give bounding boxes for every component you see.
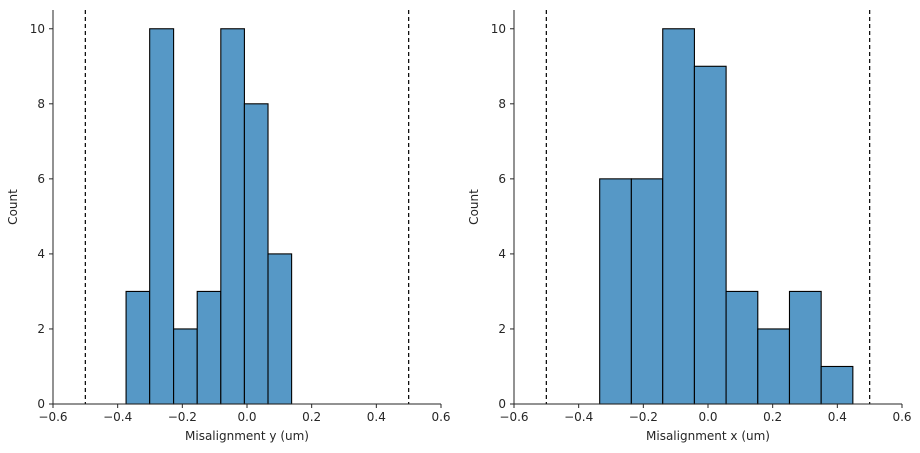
x-tick-label: 0.2 bbox=[302, 410, 321, 424]
x-tick-label: 0.2 bbox=[763, 410, 782, 424]
x-tick-label: 0.0 bbox=[237, 410, 256, 424]
x-tick-label: 0.4 bbox=[367, 410, 386, 424]
histogram-bar bbox=[599, 178, 632, 405]
x-axis-label: Misalignment y (um) bbox=[185, 429, 309, 443]
histogram-bar bbox=[693, 65, 727, 405]
y-tick-label: 2 bbox=[37, 322, 45, 336]
y-tick-label: 4 bbox=[498, 247, 506, 261]
histogram-bar bbox=[149, 28, 175, 405]
y-tick-label: 6 bbox=[37, 172, 45, 186]
x-tick-label: −0.2 bbox=[629, 410, 658, 424]
histogram-bar bbox=[267, 253, 293, 405]
y-axis-label: Count bbox=[467, 189, 481, 225]
histogram-bar bbox=[220, 28, 245, 405]
histogram-bar bbox=[243, 103, 269, 405]
x-tick-label: 0.6 bbox=[892, 410, 911, 424]
x-tick-label: 0.6 bbox=[431, 410, 450, 424]
histogram-bar bbox=[820, 365, 854, 405]
histogram-misalignment-x: −0.6 −0.4 −0.2 0.0 0.2 0.4 0.6 0 2 4 6 8 10 Misalignm… bbox=[467, 10, 912, 443]
y-tick-label: 10 bbox=[491, 22, 506, 36]
histogram-bar bbox=[662, 28, 695, 405]
y-tick-label: 2 bbox=[498, 322, 506, 336]
x-tick-label: −0.6 bbox=[499, 410, 528, 424]
y-tick-label: 8 bbox=[37, 97, 45, 111]
histogram-bar bbox=[125, 290, 151, 405]
x-tick-label: 0.4 bbox=[828, 410, 847, 424]
y-tick-label: 0 bbox=[37, 397, 45, 411]
x-tick-label: 0.0 bbox=[698, 410, 717, 424]
y-axis-label: Count bbox=[6, 189, 20, 225]
x-tick-label: −0.4 bbox=[103, 410, 132, 424]
histogram-bar bbox=[173, 328, 198, 405]
x-tick-label: −0.2 bbox=[168, 410, 197, 424]
y-tick-label: 6 bbox=[498, 172, 506, 186]
histogram-misalignment-y: −0.6 −0.4 −0.2 0.0 0.2 0.4 0.6 0 2 4 6 8 10 Misalignm… bbox=[6, 10, 451, 443]
histogram-bar bbox=[630, 178, 664, 405]
histogram-bar bbox=[196, 290, 222, 405]
x-tick-label: −0.6 bbox=[38, 410, 67, 424]
y-tick-label: 4 bbox=[37, 247, 45, 261]
y-tick-label: 8 bbox=[498, 97, 506, 111]
histogram-bar bbox=[757, 328, 791, 405]
histogram-bar bbox=[788, 290, 822, 405]
x-axis-label: Misalignment x (um) bbox=[646, 429, 770, 443]
y-tick-label: 0 bbox=[498, 397, 506, 411]
x-tick-label: −0.4 bbox=[564, 410, 593, 424]
histogram-bar bbox=[725, 290, 759, 405]
y-tick-label: 10 bbox=[30, 22, 45, 36]
